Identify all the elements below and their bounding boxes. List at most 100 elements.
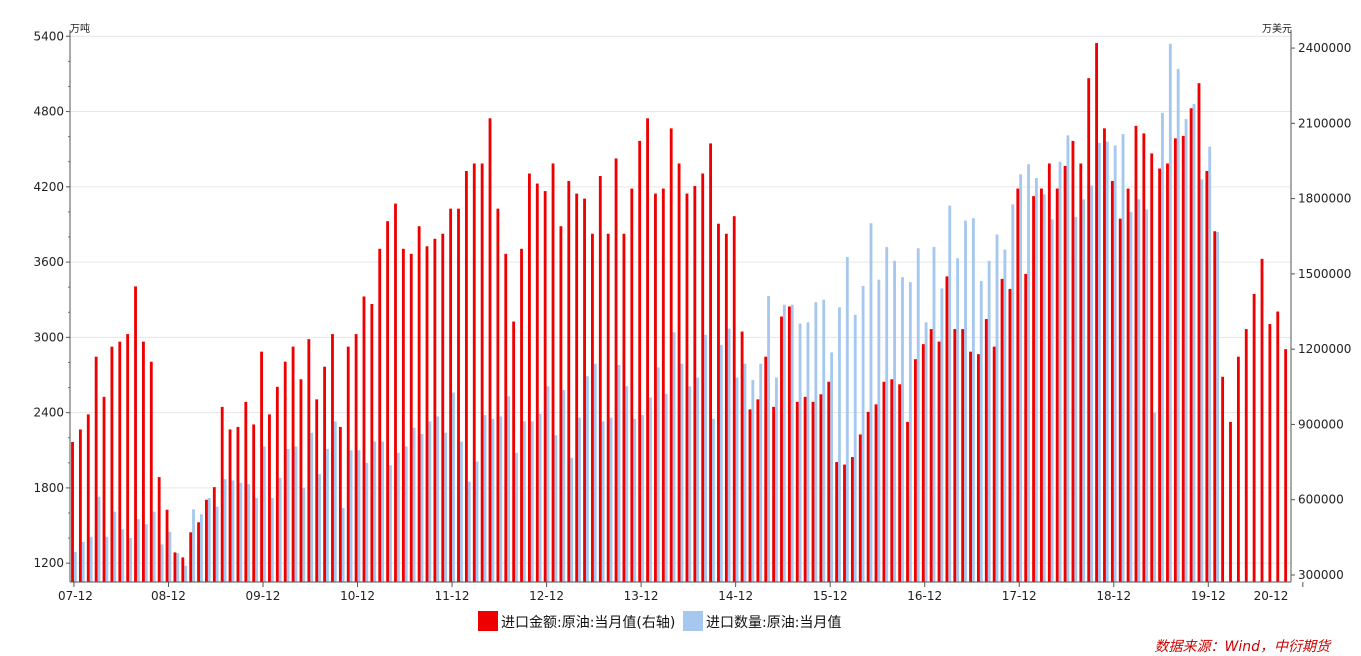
amount-bar [921,344,925,582]
volume-bar [648,397,652,582]
left-tick-label: 3600 [33,255,64,269]
amount-bar [134,286,137,582]
volume-bar [562,390,566,582]
volume-bar [152,511,156,582]
volume-bar [877,279,881,582]
amount-bar [677,163,681,582]
amount-bar [937,341,941,582]
amount-bar [1032,196,1035,583]
amount-bar [1118,218,1122,582]
amount-bar [1181,135,1185,582]
amount-bar [874,404,878,582]
volume-bar [270,497,274,582]
amount-bar [449,208,453,582]
amount-bar [827,381,831,582]
left-tick-label: 1200 [33,556,64,570]
volume-bar [1058,161,1062,582]
amount-bar [441,233,445,583]
amount-bar [378,248,382,582]
left-tick-label: 5400 [33,29,64,43]
amount-bar [1252,293,1256,582]
x-tick-label: 08-12 [151,589,186,603]
volume-bar [113,511,117,582]
amount-bar [858,434,862,582]
amount-bar [559,226,563,582]
amount-bar [527,173,531,582]
volume-bar [633,418,637,582]
amount-bar [362,296,366,582]
amount-bar [780,316,783,582]
volume-bar [656,367,660,582]
volume-bar [1176,68,1180,582]
volume-bar [869,223,873,582]
amount-bar [913,359,917,582]
volume-bar [499,416,503,582]
volume-bar [578,417,581,582]
amount-bar [1055,188,1059,583]
amount-bar [685,193,689,583]
amount-bar [977,354,980,582]
volume-bar [231,480,235,582]
volume-bar [719,344,723,582]
volume-bar [1216,231,1220,582]
amount-bar [661,188,665,583]
volume-bar [1019,174,1023,583]
amount-bar [401,248,405,582]
amount-bar [1213,231,1217,582]
amount-bar [260,351,263,582]
volume-bar [948,205,952,583]
volume-bar [1066,135,1070,582]
amount-bar [740,331,744,582]
volume-bar [838,307,841,582]
volume-bar [129,538,132,582]
right-tick-label: 1800000 [1298,192,1351,206]
volume-bar [396,452,400,582]
volume-bar [255,497,258,582]
amount-bar [598,176,602,582]
volume-bar [333,421,337,582]
volume-bar [672,332,676,582]
left-tick-label: 4200 [33,180,64,194]
amount-bar [433,238,437,583]
volume-bar [199,514,203,582]
amount-bar [1166,163,1169,582]
amount-bar [228,429,232,582]
volume-bar [845,257,849,582]
amount-bar [1110,181,1114,582]
amount-bar [236,426,240,582]
volume-bar [1161,112,1164,583]
right-tick-label: 300000 [1298,568,1344,582]
volume-bar [389,465,392,582]
amount-bar [141,341,145,582]
volume-bar [215,506,219,582]
amount-bar [866,411,870,582]
amount-bar [212,487,216,582]
amount-bar [748,409,752,582]
amount-bar [370,303,374,582]
volume-bar [751,380,755,582]
volume-bar [585,376,589,582]
volume-bar [932,247,936,582]
volume-bar [491,418,495,582]
volume-bar [570,457,574,582]
volume-bar [81,541,85,582]
amount-bar [535,183,539,582]
amount-bar [1008,288,1012,582]
volume-bar [743,363,747,582]
amount-bar [1260,258,1264,582]
amount-bar [94,356,98,582]
volume-bar [168,531,172,582]
volume-bar [735,377,739,582]
volume-bar [428,421,432,582]
amount-bar [496,208,500,582]
amount-bar [756,399,760,582]
amount-bar [969,351,972,582]
volume-bar [310,432,314,582]
volume-bar [1105,141,1109,582]
left-tick-label: 1800 [33,481,64,495]
amount-bar [1095,43,1099,583]
amount-bar [1079,163,1083,582]
volume-bar [1200,179,1204,583]
right-tick-label: 2400000 [1298,41,1351,55]
amount-bar [795,401,799,582]
